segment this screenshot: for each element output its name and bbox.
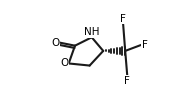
Text: F: F — [120, 14, 126, 24]
Text: F: F — [124, 76, 130, 86]
Text: NH: NH — [84, 27, 100, 37]
Text: O: O — [51, 38, 59, 47]
Text: O: O — [60, 59, 69, 68]
Text: F: F — [142, 40, 148, 50]
